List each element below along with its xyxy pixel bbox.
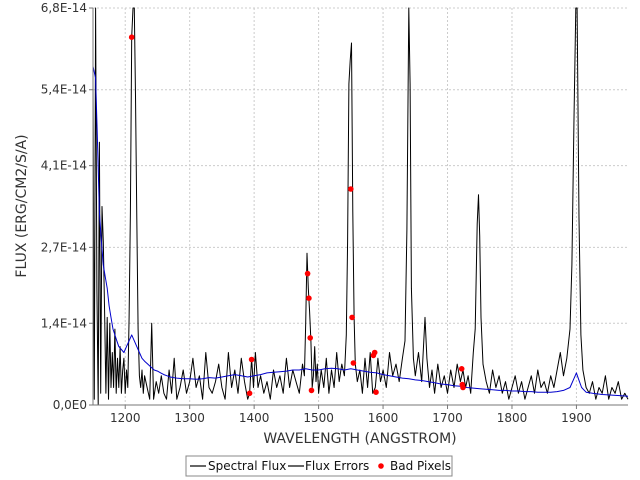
legend-label-bad-pixels: Bad Pixels [390,459,451,473]
series-layer [92,7,629,406]
series-line-spectral-flux [92,7,629,406]
bad-pixel-marker [304,270,311,277]
x-tick-label: 1800 [497,411,528,425]
bad-pixel-marker [248,356,255,363]
x-axis-title: WAVELENGTH (ANGSTROM) [263,431,456,447]
bad-pixel-marker [246,390,253,397]
legend-label-spectral-flux: Spectral Flux [208,459,286,473]
legend-label-flux-errors: Flux Errors [305,459,369,473]
bad-pixel-marker [307,335,314,341]
bad-pixel-marker [128,34,135,40]
legend-box [185,455,453,477]
x-tick-label: 1300 [174,411,205,425]
axes [92,8,628,406]
x-tick-label: 1200 [110,411,141,425]
y-tick-label: 0,0E0 [53,398,87,412]
y-tick-label: 6,8E-14 [41,1,87,15]
legend: Spectral Flux Flux Errors Bad Pixels [185,455,453,477]
series-line-flux-errors [92,66,629,397]
x-tick-label: 1400 [239,411,270,425]
y-tick-label: 4,1E-14 [41,159,87,173]
bad-pixel-marker [308,387,315,394]
x-tick-label: 1900 [561,411,592,425]
x-tick-label: 1700 [432,411,463,425]
bad-pixel-marker [348,186,354,192]
y-axis-title: FLUX (ERG/CM2/S/A) [14,134,30,277]
legend-swatch-bad-pixels [378,463,384,469]
x-tick-label: 1600 [368,411,399,425]
bad-pixel-marker [458,366,465,372]
bad-pixel-marker [373,389,379,396]
plot-background [93,8,628,405]
bad-pixel-marker [371,349,378,356]
y-tick-label: 5,4E-14 [41,83,87,97]
bad-pixel-marker [306,295,312,302]
y-tick-label: 1,4E-14 [41,316,87,330]
ticks: 1200 1300 1400 1500 1600 1700 1800 1900 0,0E0 1,4… [41,1,592,425]
x-tick-label: 1500 [303,411,334,425]
bad-pixel-marker [350,360,357,366]
bad-pixel-marker [460,384,466,391]
bad-pixel-marker [349,314,355,321]
y-tick-label: 2,7E-14 [41,240,87,254]
